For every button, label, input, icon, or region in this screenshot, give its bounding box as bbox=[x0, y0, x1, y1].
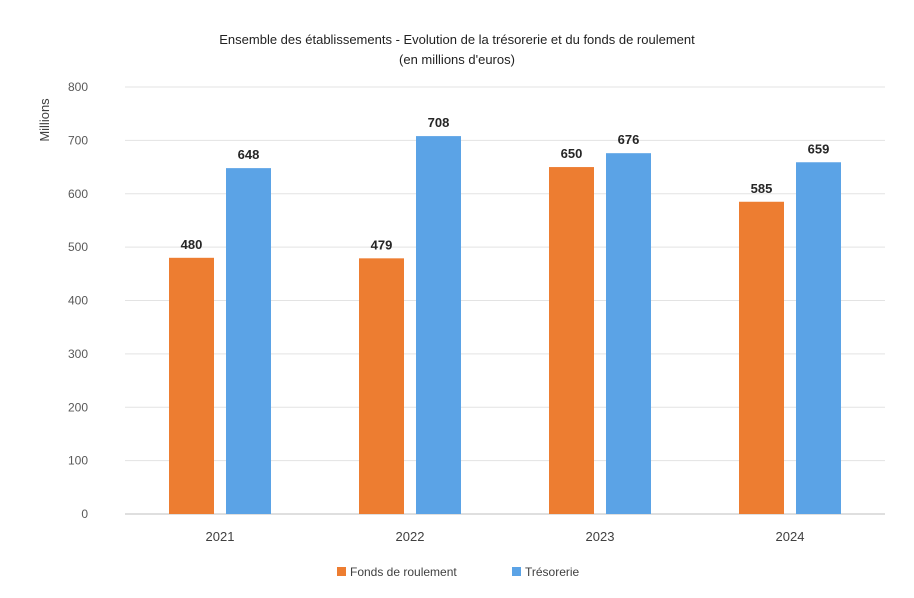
data-label: 659 bbox=[808, 141, 830, 156]
bar-tresorerie-2023 bbox=[606, 153, 651, 514]
x-category-label: 2022 bbox=[396, 529, 425, 544]
data-label: 650 bbox=[561, 146, 583, 161]
data-label: 479 bbox=[371, 237, 393, 252]
y-tick-label: 800 bbox=[68, 80, 88, 94]
data-label: 648 bbox=[238, 147, 260, 162]
y-tick-label: 100 bbox=[68, 454, 88, 468]
x-axis-categories: 2021 2022 2023 2024 bbox=[206, 529, 805, 544]
y-tick-label: 500 bbox=[68, 240, 88, 254]
legend-swatch-tresorerie bbox=[512, 567, 521, 576]
y-tick-label: 0 bbox=[81, 507, 88, 521]
bar-fonds-de-roulement-2023 bbox=[549, 167, 594, 514]
y-tick-label: 600 bbox=[68, 187, 88, 201]
y-tick-label: 300 bbox=[68, 347, 88, 361]
legend: Fonds de roulement Trésorerie bbox=[337, 565, 580, 579]
data-label: 585 bbox=[751, 181, 773, 196]
legend-label-fonds-de-roulement: Fonds de roulement bbox=[350, 565, 457, 579]
chart-title: Ensemble des établissements - Evolution … bbox=[219, 32, 695, 47]
bar-tresorerie-2022 bbox=[416, 136, 461, 515]
bar-tresorerie-2024 bbox=[796, 162, 841, 515]
data-label: 708 bbox=[428, 115, 450, 130]
x-category-label: 2023 bbox=[586, 529, 615, 544]
y-tick-label: 400 bbox=[68, 294, 88, 308]
data-label: 480 bbox=[181, 237, 203, 252]
y-tick-label: 700 bbox=[68, 133, 88, 147]
bars bbox=[169, 136, 841, 515]
x-category-label: 2024 bbox=[776, 529, 805, 544]
bar-fonds-de-roulement-2024 bbox=[739, 201, 784, 514]
bar-fonds-de-roulement-2021 bbox=[169, 257, 214, 514]
chart-subtitle: (en millions d'euros) bbox=[399, 52, 515, 67]
bar-tresorerie-2021 bbox=[226, 168, 271, 514]
y-axis-title: Millions bbox=[37, 98, 52, 142]
bar-fonds-de-roulement-2022 bbox=[359, 258, 404, 514]
x-category-label: 2021 bbox=[206, 529, 235, 544]
y-axis-ticks: 0 100 200 300 400 500 600 700 800 bbox=[68, 80, 88, 521]
data-label: 676 bbox=[618, 132, 640, 147]
legend-swatch-fonds-de-roulement bbox=[337, 567, 346, 576]
legend-label-tresorerie: Trésorerie bbox=[525, 565, 580, 579]
data-labels: 480 648 479 708 650 676 585 659 bbox=[181, 115, 830, 252]
y-tick-label: 200 bbox=[68, 400, 88, 414]
